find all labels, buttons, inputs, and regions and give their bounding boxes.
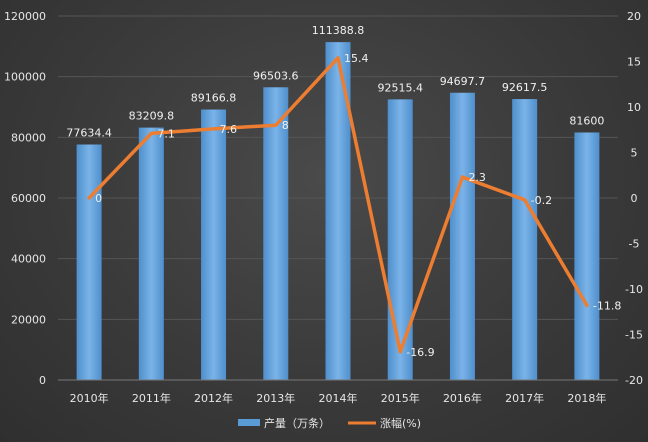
- bar: [449, 92, 475, 381]
- x-axis: 2010年 2011年 2012年 2013年 2014年 2015年 2016年 2017年…: [58, 379, 618, 405]
- left-tick-label: 60000: [11, 192, 46, 205]
- bar-value-label: 81600: [569, 114, 604, 127]
- left-tick-label: 40000: [11, 253, 46, 266]
- bar: [76, 144, 102, 380]
- bar-value-label: 92515.4: [377, 81, 423, 94]
- bar: [387, 99, 413, 380]
- bar: [263, 87, 289, 381]
- line-value-label: -11.8: [593, 299, 621, 312]
- legend-bar-label: 产量（万条）: [264, 416, 330, 430]
- category-label: 2018年: [567, 391, 606, 405]
- line-value-label: 2.3: [468, 171, 486, 184]
- bar: [138, 127, 164, 380]
- bar-value-label: 111388.8: [312, 24, 365, 37]
- right-tick-label: 15: [627, 56, 641, 69]
- bar-value-label: 77634.4: [66, 127, 112, 140]
- bar-value-label: 94697.7: [440, 75, 486, 88]
- growth-line: [87, 56, 589, 354]
- category-label: 2011年: [132, 391, 171, 405]
- category-label: 2015年: [381, 391, 420, 405]
- category-label: 2010年: [70, 391, 109, 405]
- line-value-label: 7.1: [157, 127, 175, 140]
- data-labels: 77634.4 83209.8 89166.8 96503.6 111388.8 9251…: [66, 24, 621, 359]
- right-tick-label: -15: [625, 329, 643, 342]
- bar-value-label: 83209.8: [129, 110, 175, 123]
- right-tick-label: 20: [627, 10, 641, 23]
- bar-value-label: 96503.6: [253, 69, 299, 82]
- left-tick-label: 120000: [4, 10, 46, 23]
- category-label: 2013年: [256, 391, 295, 405]
- category-label: 2016年: [443, 391, 482, 405]
- line-value-label: 15.4: [344, 52, 369, 65]
- left-tick-label: 80000: [11, 131, 46, 144]
- bar-value-label: 89166.8: [191, 92, 237, 105]
- left-axis: 0 20000 40000 60000 80000 100000 120000: [4, 10, 46, 387]
- line-value-label: -16.9: [406, 346, 434, 359]
- line-series: [87, 56, 589, 354]
- bar: [574, 132, 600, 380]
- left-tick-label: 0: [39, 374, 46, 387]
- right-tick-label: 10: [627, 101, 641, 114]
- line-value-label: 8: [282, 119, 289, 132]
- legend-line-label: 涨幅(%): [380, 417, 421, 430]
- left-tick-label: 100000: [4, 71, 46, 84]
- category-label: 2014年: [319, 391, 358, 405]
- bar-value-label: 92617.5: [502, 81, 548, 94]
- category-label: 2017年: [505, 391, 544, 405]
- right-tick-label: 0: [631, 192, 638, 205]
- legend-bar-swatch: [238, 419, 260, 426]
- line-value-label: 7.6: [220, 123, 238, 136]
- right-tick-label: -5: [629, 238, 640, 251]
- left-tick-label: 20000: [11, 313, 46, 326]
- right-tick-label: 5: [631, 147, 638, 160]
- category-label: 2012年: [194, 391, 233, 405]
- bar: [201, 109, 227, 380]
- legend: 产量（万条） 涨幅(%): [238, 416, 421, 430]
- right-axis: -20 -15 -10 -5 0 5 10 15 20: [625, 10, 643, 387]
- right-tick-label: -20: [625, 374, 643, 387]
- line-value-label: 0: [95, 192, 102, 205]
- bar-series: [76, 42, 600, 381]
- line-value-label: -0.2: [531, 194, 552, 207]
- right-tick-label: -10: [625, 283, 643, 296]
- bar: [512, 99, 538, 381]
